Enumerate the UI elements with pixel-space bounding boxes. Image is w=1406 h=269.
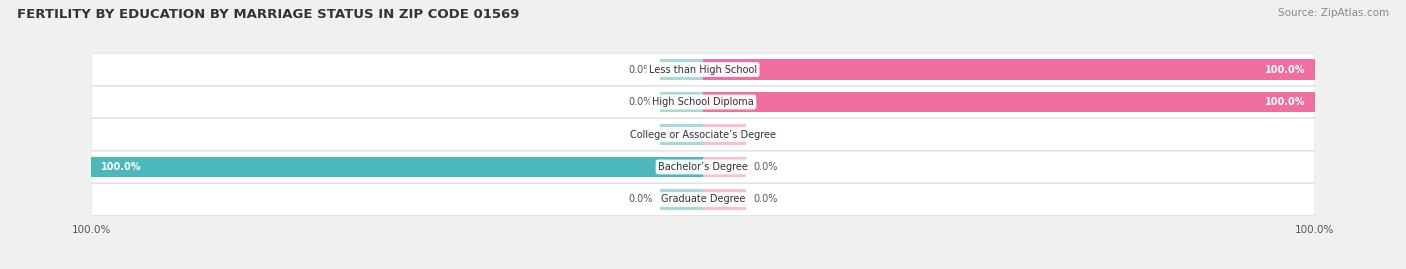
Text: 0.0%: 0.0%	[628, 129, 652, 140]
Text: Bachelor’s Degree: Bachelor’s Degree	[658, 162, 748, 172]
Text: High School Diploma: High School Diploma	[652, 97, 754, 107]
Bar	[661, 125, 703, 144]
Text: 100.0%: 100.0%	[101, 162, 141, 172]
Bar	[661, 59, 703, 80]
Text: 0.0%: 0.0%	[628, 97, 652, 107]
Text: Source: ZipAtlas.com: Source: ZipAtlas.com	[1278, 8, 1389, 18]
Bar	[703, 59, 1315, 80]
FancyBboxPatch shape	[91, 54, 1315, 86]
Bar	[703, 125, 745, 144]
Bar	[703, 92, 1315, 112]
Text: 100.0%: 100.0%	[1265, 65, 1305, 75]
Text: 100.0%: 100.0%	[1265, 97, 1305, 107]
Bar	[91, 157, 703, 177]
Text: Less than High School: Less than High School	[650, 65, 756, 75]
FancyBboxPatch shape	[91, 183, 1315, 215]
Text: 0.0%: 0.0%	[628, 65, 652, 75]
Text: College or Associate’s Degree: College or Associate’s Degree	[630, 129, 776, 140]
Text: 0.0%: 0.0%	[754, 129, 778, 140]
FancyBboxPatch shape	[91, 119, 1315, 150]
Text: 0.0%: 0.0%	[628, 194, 652, 204]
Text: 0.0%: 0.0%	[754, 162, 778, 172]
Text: 0.0%: 0.0%	[754, 194, 778, 204]
FancyBboxPatch shape	[91, 86, 1315, 118]
Text: Graduate Degree: Graduate Degree	[661, 194, 745, 204]
Bar	[703, 189, 745, 210]
FancyBboxPatch shape	[91, 151, 1315, 183]
Bar	[661, 92, 703, 112]
Bar	[661, 189, 703, 210]
Bar	[703, 157, 745, 177]
Text: FERTILITY BY EDUCATION BY MARRIAGE STATUS IN ZIP CODE 01569: FERTILITY BY EDUCATION BY MARRIAGE STATU…	[17, 8, 519, 21]
